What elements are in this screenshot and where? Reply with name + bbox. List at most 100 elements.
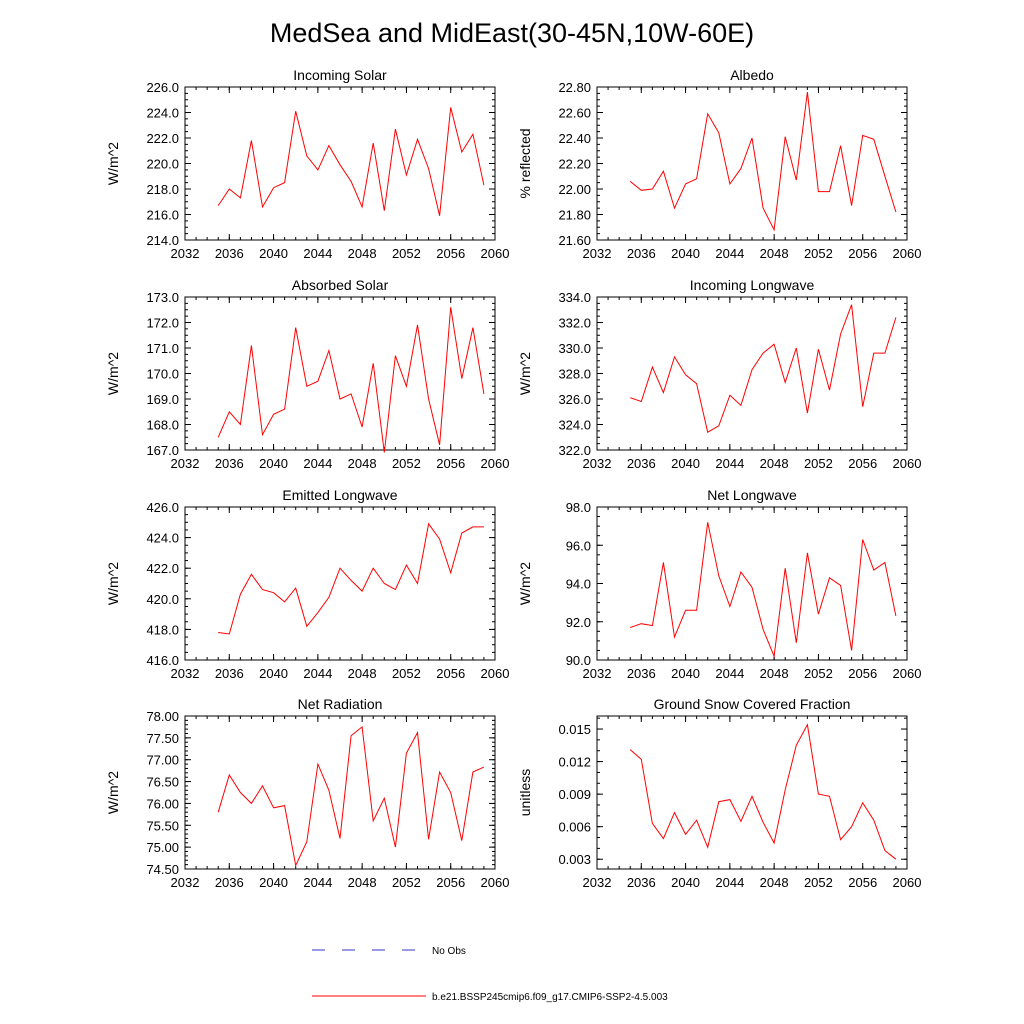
data-point <box>674 636 675 637</box>
x-tick-label: 2044 <box>303 666 332 681</box>
legend-label-no-obs: No Obs <box>432 946 466 957</box>
data-point <box>339 164 340 165</box>
y-tick-label: 21.80 <box>558 208 591 223</box>
y-tick-label: 424.0 <box>146 531 179 546</box>
y-tick-label: 92.0 <box>566 615 591 630</box>
data-point <box>685 834 686 835</box>
data-point <box>696 383 697 384</box>
data-point <box>339 568 340 569</box>
y-tick-label: 426.0 <box>146 500 179 515</box>
plot-frame <box>184 506 496 661</box>
data-point <box>718 801 719 802</box>
data-point <box>406 386 407 387</box>
x-tick-label: 2048 <box>348 456 377 471</box>
y-axis-label: W/m^2 <box>517 562 533 605</box>
data-point <box>362 206 363 207</box>
plot-frame <box>596 715 908 870</box>
x-tick-label: 2032 <box>583 875 612 890</box>
x-tick-label: 2044 <box>715 875 744 890</box>
data-point <box>630 397 631 398</box>
x-tick-label: 2056 <box>848 875 877 890</box>
data-point <box>818 349 819 350</box>
y-axis-label: W/m^2 <box>105 771 121 814</box>
data-point <box>284 409 285 410</box>
y-tick-label: 222.0 <box>146 131 179 146</box>
data-point <box>740 168 741 169</box>
y-tick-label: 216.0 <box>146 208 179 223</box>
legend: No Obs b.e21.BSSP245cmip6.f09_g17.CMIP6-… <box>312 946 668 1003</box>
x-tick-label: 2060 <box>481 246 510 261</box>
x-tick-label: 2036 <box>215 666 244 681</box>
x-tick-label: 2060 <box>893 456 922 471</box>
y-tick-label: 74.50 <box>146 862 179 877</box>
data-point <box>840 333 841 334</box>
panel-title: Net Radiation <box>298 696 383 712</box>
data-point <box>762 822 763 823</box>
data-point <box>751 369 752 370</box>
y-tick-label: 334.0 <box>558 290 591 305</box>
data-point <box>306 386 307 387</box>
plot-frame <box>184 296 496 451</box>
data-point <box>229 633 230 634</box>
y-tick-label: 330.0 <box>558 341 591 356</box>
data-point <box>751 796 752 797</box>
data-point <box>362 591 363 592</box>
x-tick-label: 2060 <box>481 456 510 471</box>
data-point <box>685 374 686 375</box>
data-point <box>630 749 631 750</box>
data-point <box>306 626 307 627</box>
y-axis-label: W/m^2 <box>105 352 121 395</box>
y-tick-label: 22.00 <box>558 182 591 197</box>
y-tick-label: 173.0 <box>146 290 179 305</box>
y-tick-label: 168.0 <box>146 418 179 433</box>
data-point <box>740 821 741 822</box>
plot-frame <box>184 86 496 241</box>
data-point <box>428 839 429 840</box>
y-tick-label: 77.00 <box>146 753 179 768</box>
x-tick-label: 2052 <box>804 875 833 890</box>
data-point <box>851 304 852 305</box>
data-point <box>862 406 863 407</box>
x-tick-label: 2044 <box>303 875 332 890</box>
y-tick-label: 76.50 <box>146 775 179 790</box>
data-point <box>663 838 664 839</box>
panel-incoming-solar: Incoming Solar W/m^2 2032 2036 2040 2044 2048 2… <box>105 67 509 261</box>
y-tick-label: 22.40 <box>558 131 591 146</box>
panel-title: Albedo <box>730 67 774 83</box>
x-tick-label: 2044 <box>303 456 332 471</box>
x-tick-label: 2040 <box>671 246 700 261</box>
data-point <box>718 425 719 426</box>
data-point <box>461 532 462 533</box>
data-point <box>884 850 885 851</box>
y-tick-label: 169.0 <box>146 392 179 407</box>
data-point <box>652 188 653 189</box>
data-point <box>450 572 451 573</box>
data-point <box>807 92 808 93</box>
data-point <box>218 632 219 633</box>
series-line <box>218 522 484 635</box>
data-point <box>774 344 775 345</box>
figure-title: MedSea and MidEast(30-45N,10W-60E) <box>270 18 754 48</box>
series-line <box>217 725 485 868</box>
data-point <box>428 398 429 399</box>
data-point <box>685 183 686 184</box>
y-tick-label: 416.0 <box>146 653 179 668</box>
data-point <box>328 790 329 791</box>
y-tick-label: 21.60 <box>558 233 591 248</box>
x-tick-label: 2032 <box>171 456 200 471</box>
y-tick-label: 0.009 <box>558 787 591 802</box>
x-tick-label: 2040 <box>259 666 288 681</box>
data-point <box>641 759 642 760</box>
plot-frame <box>596 86 908 241</box>
series-line <box>630 304 897 433</box>
data-point <box>774 656 775 657</box>
data-point <box>229 411 230 412</box>
data-point <box>328 597 329 598</box>
data-point <box>339 398 340 399</box>
data-point <box>373 363 374 364</box>
y-tick-label: 0.012 <box>558 755 591 770</box>
data-point <box>641 190 642 191</box>
data-point <box>384 210 385 211</box>
x-tick-label: 2052 <box>804 246 833 261</box>
